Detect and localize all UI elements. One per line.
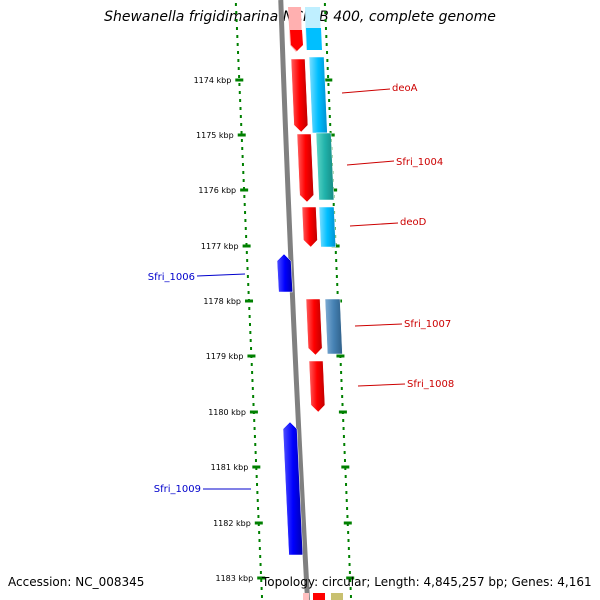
gene-arrow-sfri-1007[interactable] (305, 298, 323, 356)
feature-sfri-1004[interactable] (315, 132, 335, 201)
ruler-tick-label: 1179 kbp (206, 352, 244, 361)
label-leader-line (346, 160, 395, 166)
feature-sfri-1007[interactable] (324, 298, 343, 355)
gene-label-sfri-1008[interactable]: Sfri_1008 (407, 379, 454, 390)
gene-arrow-sfri-1008[interactable] (308, 360, 326, 413)
gene-arrow-sfri-1006[interactable] (276, 253, 293, 293)
gene-arrow-sfri-1009[interactable] (282, 421, 304, 556)
gene-arrow-top[interactable] (290, 30, 303, 51)
gene-label-sfri-1004[interactable]: Sfri_1004 (396, 157, 443, 168)
ruler-tick-label: 1176 kbp (198, 186, 236, 195)
gene-label-deoa[interactable]: deoA (392, 83, 418, 94)
gene-label-sfri-1007[interactable]: Sfri_1007 (404, 319, 451, 330)
gene-label-sfri-1009[interactable]: Sfri_1009 (154, 484, 201, 495)
gene-arrow-sfri-1004[interactable] (296, 133, 314, 203)
ruler-tick-label: 1174 kbp (194, 76, 232, 85)
label-leader-line (354, 323, 403, 327)
gene-arrow-deoA[interactable] (290, 58, 309, 133)
gene-arrow-bottom[interactable] (313, 593, 325, 600)
ruler-ticks: 1174 kbp 1175 kbp 1176 kbp 1177 kbp 1178 kbp… (194, 3, 355, 598)
ruler-tick-label: 1180 kbp (208, 408, 246, 417)
feature-deoA[interactable] (308, 56, 328, 134)
backbone-line (278, 0, 311, 600)
gene-label-deod[interactable]: deoD (400, 217, 427, 228)
gene-arrow-bottom-faded[interactable] (303, 593, 309, 600)
feature-top[interactable] (306, 28, 322, 50)
topology-summary: Topology: circular; Length: 4,845,257 bp… (262, 575, 592, 589)
gene-arrow-deoD[interactable] (301, 206, 318, 248)
label-leader-line (357, 383, 406, 387)
feature-bottom[interactable] (331, 593, 343, 600)
ruler-tick-label: 1177 kbp (201, 242, 239, 251)
feature-deoD[interactable] (318, 206, 337, 248)
label-leader-line (196, 273, 246, 277)
label-leader-line (349, 222, 399, 227)
ruler-tick-label: 1182 kbp (213, 519, 251, 528)
label-leader-line (341, 88, 391, 94)
gene-label-sfri-1006[interactable]: Sfri_1006 (148, 272, 195, 283)
feature-track[interactable] (276, 7, 343, 600)
gene-labels: deoA Sfri_1004 deoD Sfri_1006 Sfri_1007 Sfri_… (148, 83, 454, 495)
backbone (278, 0, 311, 600)
ruler-tick-label: 1178 kbp (203, 297, 241, 306)
ruler-tick-label: 1175 kbp (196, 131, 234, 140)
ruler-tick-label: 1181 kbp (211, 463, 249, 472)
accession-text: Accession: NC_008345 (8, 575, 145, 589)
ruler-tick-label: 1183 kbp (216, 574, 254, 583)
